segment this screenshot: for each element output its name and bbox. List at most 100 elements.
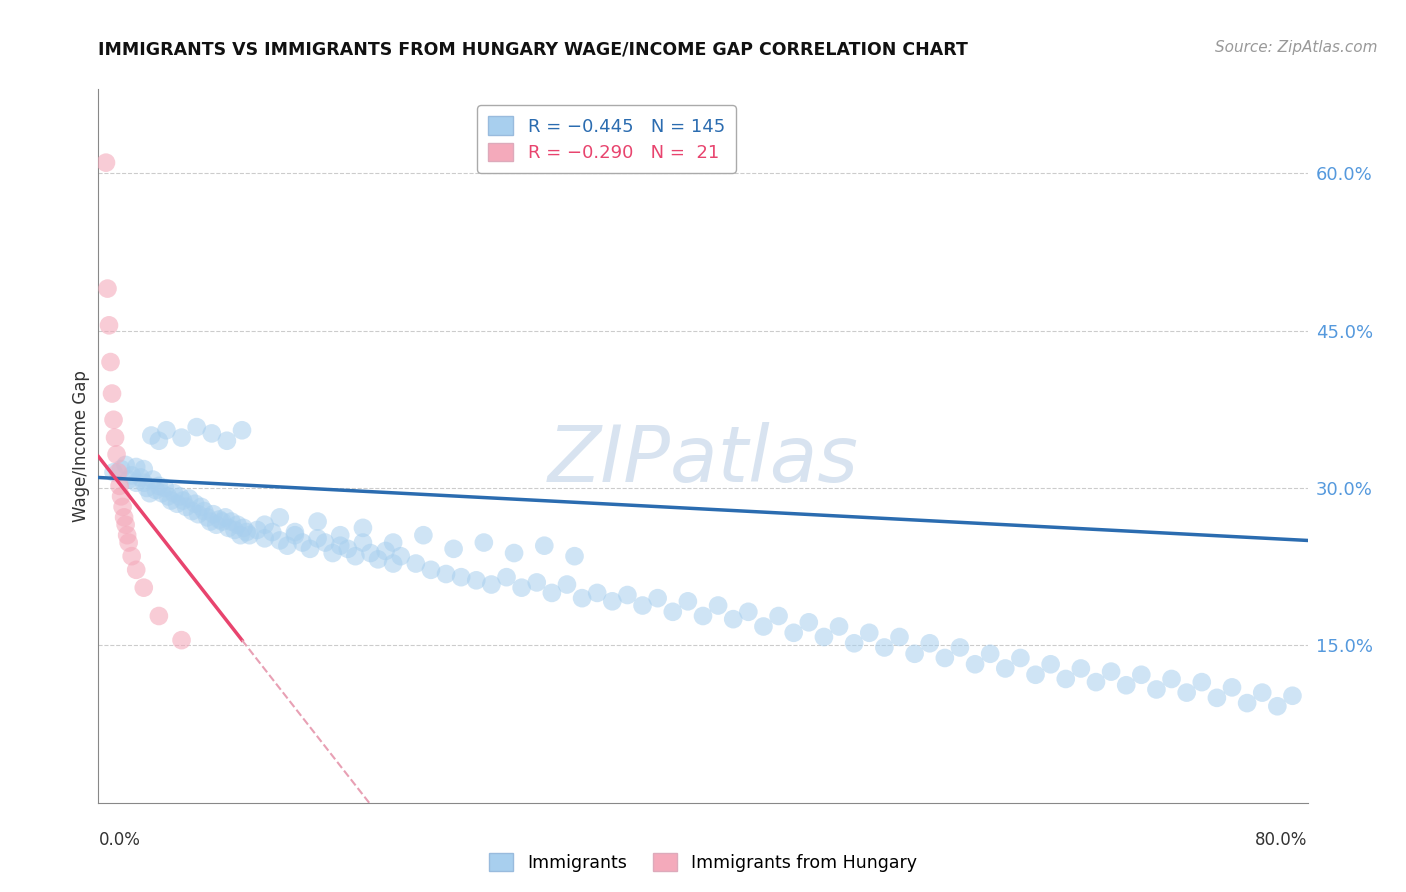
Point bbox=[768, 609, 790, 624]
Point bbox=[101, 386, 124, 401]
Point bbox=[201, 426, 224, 441]
Point bbox=[190, 500, 212, 514]
Point bbox=[495, 570, 517, 584]
Point bbox=[184, 497, 207, 511]
Point bbox=[232, 521, 254, 535]
Point bbox=[284, 528, 307, 542]
Point bbox=[235, 524, 257, 539]
Point bbox=[1070, 661, 1092, 675]
Point bbox=[132, 581, 155, 595]
Point bbox=[360, 546, 382, 560]
Point bbox=[172, 493, 194, 508]
Point bbox=[226, 517, 249, 532]
Point bbox=[148, 434, 170, 448]
Point bbox=[253, 517, 276, 532]
Point bbox=[214, 510, 236, 524]
Point bbox=[118, 535, 141, 549]
Point bbox=[139, 486, 162, 500]
Point bbox=[329, 539, 352, 553]
Point bbox=[132, 475, 155, 490]
Point bbox=[111, 500, 134, 514]
Point bbox=[1220, 681, 1243, 695]
Point bbox=[224, 523, 246, 537]
Point bbox=[135, 481, 157, 495]
Point bbox=[215, 434, 238, 448]
Text: Source: ZipAtlas.com: Source: ZipAtlas.com bbox=[1215, 40, 1378, 55]
Point bbox=[322, 546, 344, 560]
Point bbox=[631, 599, 654, 613]
Point bbox=[616, 588, 638, 602]
Point bbox=[170, 633, 193, 648]
Point bbox=[307, 532, 329, 546]
Point bbox=[200, 515, 222, 529]
Point bbox=[949, 640, 972, 655]
Point bbox=[307, 515, 329, 529]
Point bbox=[1281, 689, 1303, 703]
Point bbox=[1039, 657, 1062, 672]
Point bbox=[994, 661, 1017, 675]
Point bbox=[208, 512, 231, 526]
Point bbox=[797, 615, 820, 630]
Point bbox=[262, 524, 284, 539]
Point bbox=[186, 420, 208, 434]
Point bbox=[253, 532, 276, 546]
Point bbox=[125, 475, 148, 490]
Point bbox=[389, 549, 412, 564]
Text: 80.0%: 80.0% bbox=[1256, 831, 1308, 849]
Point bbox=[918, 636, 941, 650]
Point bbox=[934, 651, 956, 665]
Point bbox=[1160, 672, 1182, 686]
Point bbox=[1251, 685, 1274, 699]
Point bbox=[148, 609, 170, 624]
Point bbox=[121, 549, 143, 564]
Point bbox=[125, 563, 148, 577]
Point bbox=[723, 612, 745, 626]
Point bbox=[160, 493, 183, 508]
Point bbox=[472, 535, 495, 549]
Point bbox=[1267, 699, 1289, 714]
Point bbox=[141, 428, 163, 442]
Point bbox=[211, 515, 233, 529]
Point bbox=[965, 657, 987, 672]
Point bbox=[231, 423, 253, 437]
Point bbox=[229, 528, 252, 542]
Point bbox=[145, 483, 167, 497]
Point bbox=[443, 541, 465, 556]
Point bbox=[276, 539, 298, 553]
Point bbox=[889, 630, 911, 644]
Point bbox=[420, 563, 443, 577]
Point bbox=[450, 570, 472, 584]
Point bbox=[114, 458, 136, 472]
Point bbox=[181, 504, 204, 518]
Point bbox=[112, 510, 135, 524]
Point bbox=[1175, 685, 1198, 699]
Point bbox=[269, 510, 291, 524]
Point bbox=[707, 599, 730, 613]
Point bbox=[1130, 667, 1153, 681]
Point bbox=[96, 282, 118, 296]
Point bbox=[412, 528, 434, 542]
Point bbox=[104, 431, 127, 445]
Point bbox=[148, 479, 170, 493]
Point bbox=[647, 591, 669, 606]
Point bbox=[571, 591, 593, 606]
Point bbox=[1085, 675, 1108, 690]
Point bbox=[221, 515, 243, 529]
Point bbox=[205, 517, 228, 532]
Point bbox=[737, 605, 759, 619]
Point bbox=[1191, 675, 1213, 690]
Point bbox=[828, 619, 851, 633]
Point bbox=[873, 640, 896, 655]
Point bbox=[904, 647, 927, 661]
Point bbox=[187, 507, 209, 521]
Point bbox=[676, 594, 699, 608]
Point bbox=[269, 533, 291, 548]
Point bbox=[1054, 672, 1077, 686]
Point bbox=[163, 486, 186, 500]
Point bbox=[526, 575, 548, 590]
Point bbox=[503, 546, 526, 560]
Point bbox=[166, 497, 188, 511]
Point bbox=[193, 504, 215, 518]
Point bbox=[103, 413, 125, 427]
Point bbox=[813, 630, 835, 644]
